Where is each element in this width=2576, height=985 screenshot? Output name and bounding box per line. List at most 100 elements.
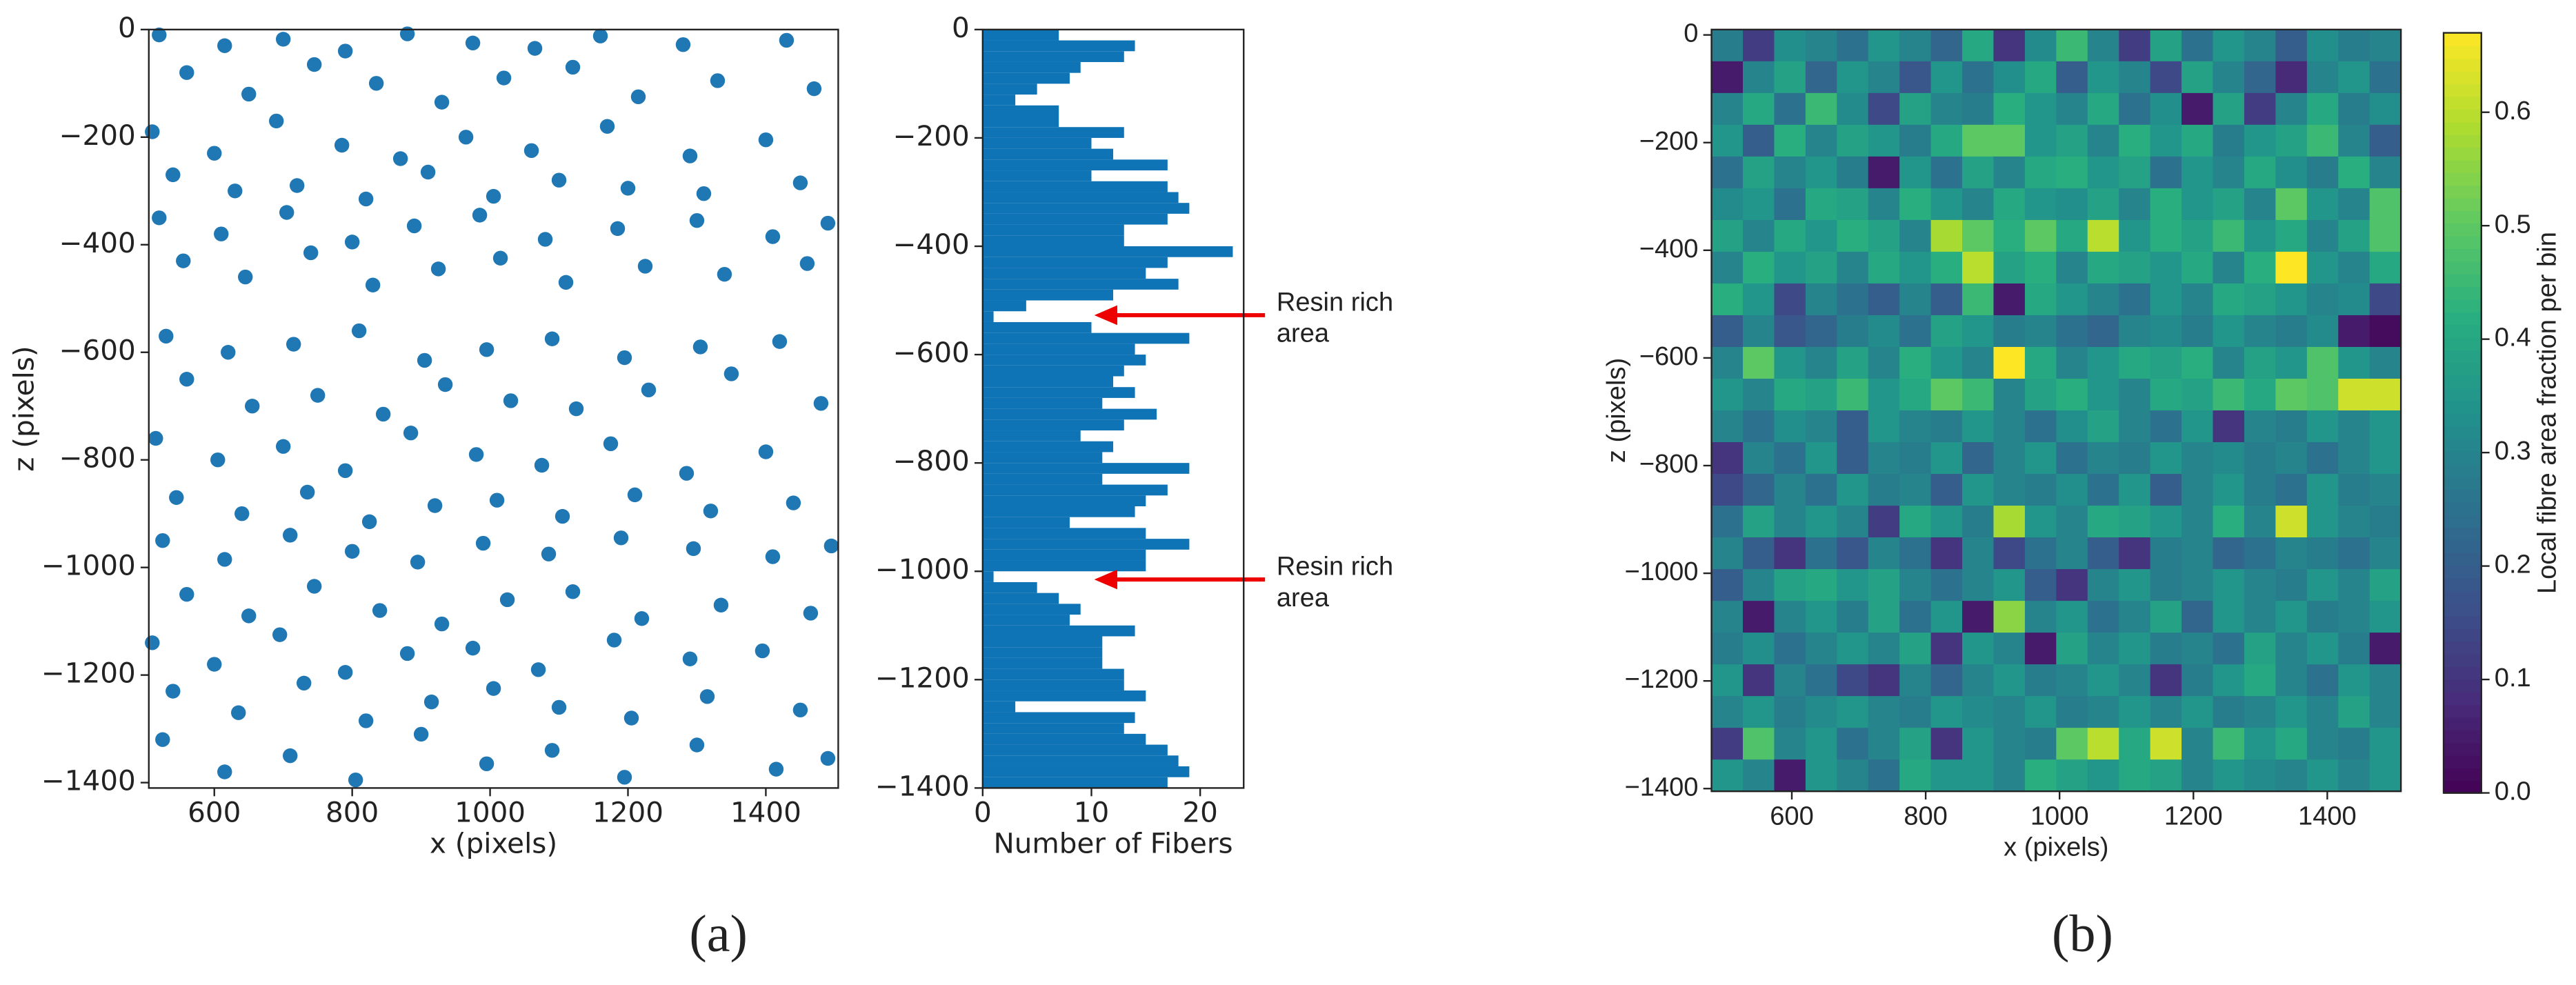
- heat-cell: [2119, 346, 2151, 379]
- bar: [982, 94, 1016, 106]
- heat-cell: [1742, 633, 1775, 666]
- point: [166, 167, 181, 183]
- heat-cell: [2087, 633, 2120, 666]
- heat-cell: [1899, 664, 1932, 697]
- heat-cell: [1899, 410, 1932, 443]
- heat-cell: [2024, 124, 2057, 157]
- heat-cell: [1805, 283, 1838, 316]
- heat-cell: [1805, 124, 1838, 157]
- point: [217, 38, 232, 53]
- heat-cell: [2024, 156, 2057, 189]
- point: [403, 426, 419, 441]
- heat-cell: [1805, 696, 1838, 729]
- heat-cell: [1742, 188, 1775, 221]
- heat-cell: [1962, 728, 1995, 761]
- x-axis-label: x (pixels): [430, 827, 557, 860]
- point: [337, 665, 353, 680]
- bar: [982, 116, 1059, 128]
- colorbar-segment: [2444, 590, 2482, 604]
- heat-cell: [1930, 696, 1963, 729]
- bar: [982, 246, 1233, 257]
- point: [159, 328, 174, 344]
- point: [275, 32, 291, 47]
- bar: [982, 560, 1146, 572]
- heat-cell: [2119, 569, 2151, 602]
- heat-cell: [2244, 664, 2277, 697]
- bar: [982, 777, 1168, 788]
- point: [610, 221, 626, 237]
- colorbar-segment: [2444, 261, 2482, 275]
- heat-cell: [2087, 759, 2120, 793]
- heat-cell: [1899, 474, 1932, 506]
- y-tick-label: 0: [1684, 19, 1698, 48]
- heat-cell: [2369, 537, 2402, 570]
- point: [475, 535, 491, 551]
- heat-cell: [2338, 315, 2370, 348]
- annotation: area: [1277, 319, 1330, 348]
- bar: [982, 571, 994, 582]
- bar: [982, 549, 1146, 561]
- point: [486, 681, 501, 696]
- heat-cell: [2338, 569, 2370, 602]
- colorbar-frame: [2442, 32, 2482, 794]
- heat-cell: [2119, 378, 2151, 411]
- point: [627, 487, 643, 503]
- bar: [982, 647, 1103, 658]
- heat-cell: [1868, 728, 1901, 761]
- y-tick-label: −200: [893, 119, 970, 152]
- point: [568, 401, 584, 417]
- heat-cell: [1899, 696, 1932, 729]
- point: [238, 269, 253, 285]
- heat-cell: [2244, 251, 2277, 284]
- heat-cell: [2244, 759, 2277, 793]
- heat-cell: [2369, 759, 2402, 793]
- bar: [982, 506, 1135, 517]
- heat-cell: [2369, 506, 2402, 539]
- heat-cell: [2369, 251, 2402, 284]
- heat-cell: [2024, 474, 2057, 506]
- point: [399, 646, 415, 661]
- heat-cell: [1993, 188, 2026, 221]
- heat-cell: [1993, 601, 2026, 634]
- y-tick-label: −600: [1639, 342, 1699, 371]
- caption: (b): [2052, 905, 2113, 963]
- heat-cell: [2213, 219, 2245, 252]
- heat-cell: [1711, 29, 1744, 62]
- point: [551, 172, 567, 188]
- heat-cell: [2150, 474, 2183, 506]
- heat-cell: [2087, 61, 2120, 94]
- heat-cell: [2119, 633, 2151, 666]
- heat-cell: [2306, 569, 2339, 602]
- colorbar-tick-label: 0.0: [2495, 777, 2531, 806]
- heat-cell: [2275, 346, 2308, 379]
- heat-cell: [2213, 633, 2245, 666]
- heat-cell: [2275, 410, 2308, 443]
- heat-cell: [1930, 410, 1963, 443]
- heat-cell: [2338, 696, 2370, 729]
- heat-cell: [2181, 92, 2214, 126]
- heat-cell: [1774, 378, 1806, 411]
- heat-cell: [1899, 315, 1932, 348]
- point: [179, 586, 194, 602]
- point: [541, 546, 557, 561]
- colorbar-segment: [2444, 375, 2482, 389]
- heat-cell: [1805, 759, 1838, 793]
- heat-cell: [1962, 251, 1995, 284]
- bar: [982, 257, 1168, 268]
- y-tick-label: 0: [118, 11, 136, 44]
- heat-cell: [2369, 633, 2402, 666]
- heat-cell: [1962, 664, 1995, 697]
- heat-cell: [1930, 61, 1963, 94]
- y-axis-label: z (pixels): [7, 346, 40, 471]
- caption: (a): [689, 905, 748, 963]
- heat-cell: [2369, 61, 2402, 94]
- heat-cell: [2306, 92, 2339, 126]
- point: [210, 452, 226, 468]
- heat-cell: [1711, 474, 1744, 506]
- x-axis-label: x (pixels): [2004, 833, 2108, 862]
- heat-cell: [1742, 506, 1775, 539]
- point: [617, 770, 632, 785]
- heat-cell: [2119, 728, 2151, 761]
- annotation-arrowhead: [1094, 305, 1117, 326]
- axes-frame: [981, 28, 1245, 789]
